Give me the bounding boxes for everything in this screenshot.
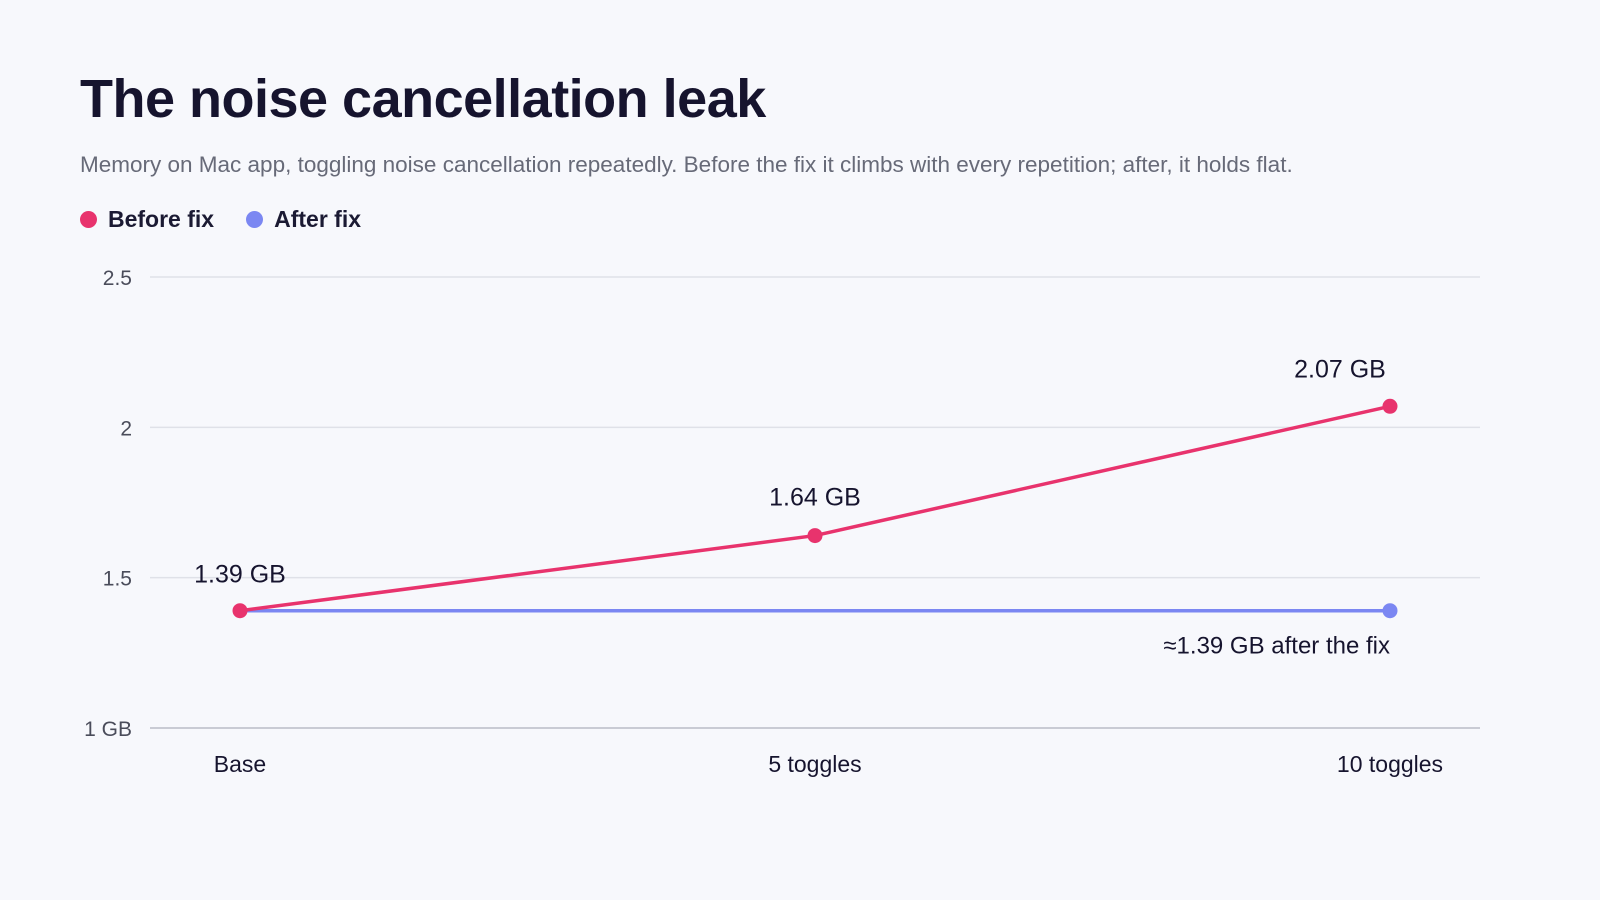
chart-subtitle: Memory on Mac app, toggling noise cancel… bbox=[80, 152, 1293, 177]
chart-title: The noise cancellation leak bbox=[80, 69, 766, 129]
x-tick-label: Base bbox=[214, 751, 266, 777]
x-tick-label: 5 toggles bbox=[768, 751, 861, 777]
data-label-before: 1.64 GB bbox=[769, 484, 861, 512]
legend-item-before: Before fix bbox=[80, 206, 214, 233]
data-label-before: 2.07 GB bbox=[1294, 355, 1386, 383]
data-point-before bbox=[807, 528, 823, 544]
legend-label-before: Before fix bbox=[108, 206, 215, 232]
y-tick-label: 2.5 bbox=[103, 267, 132, 290]
y-tick-label: 2 bbox=[120, 417, 132, 440]
y-tick-label: 1 GB bbox=[84, 718, 132, 741]
legend-dot-before bbox=[80, 211, 97, 228]
data-point-before bbox=[232, 603, 248, 619]
y-tick-label: 1.5 bbox=[103, 568, 132, 591]
x-tick-label: 10 toggles bbox=[1337, 751, 1443, 777]
legend: Before fix After fix bbox=[80, 206, 393, 233]
annotation-after-fix: ≈1.39 GB after the fix bbox=[1163, 633, 1390, 660]
legend-label-after: After fix bbox=[274, 206, 361, 232]
data-label-before: 1.39 GB bbox=[194, 561, 286, 589]
legend-dot-after bbox=[246, 211, 264, 228]
data-point-after bbox=[1382, 603, 1398, 619]
legend-item-after: After fix bbox=[246, 206, 361, 233]
data-point-before bbox=[1382, 398, 1398, 414]
